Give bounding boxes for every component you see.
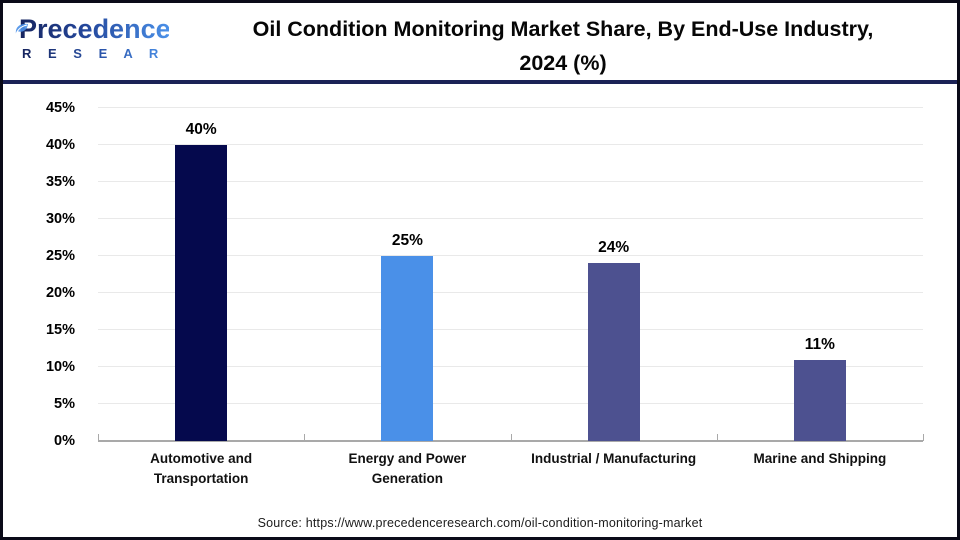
- x-axis-line: [98, 440, 923, 442]
- leaf-icon: [15, 11, 29, 41]
- header: Precedence R E S E A R C H Oil Condition…: [3, 3, 957, 84]
- bar-value-label: 40%: [185, 121, 217, 139]
- bar-slot: 40%: [98, 108, 304, 441]
- y-tick-label: 20%: [45, 285, 75, 302]
- y-tick-label: 5%: [54, 396, 75, 413]
- logo-wordmark-text: Precedence: [19, 14, 171, 44]
- x-axis-tick: [716, 434, 718, 441]
- y-axis-labels: 0% 5% 10% 15% 20% 25% 30% 35% 40% 45%: [3, 100, 87, 449]
- bar-slot: 11%: [717, 108, 923, 441]
- gridline: [98, 292, 923, 294]
- bar-2: [381, 256, 434, 441]
- y-tick-label: 35%: [45, 174, 75, 190]
- y-tick-label: 15%: [45, 322, 75, 339]
- bar-4: [793, 359, 846, 441]
- x-category-label: Marine and Shipping: [753, 451, 887, 466]
- bar-1: [175, 145, 228, 441]
- bar-value-label: 11%: [804, 335, 835, 353]
- bar-slot: 25%: [304, 108, 510, 441]
- chart-title-line1: Oil Condition Monitoring Market Share, B…: [252, 17, 874, 41]
- bar-3: [587, 263, 640, 441]
- gridline: [98, 366, 923, 368]
- logo-wordmark: Precedence: [15, 14, 171, 44]
- gridline: [98, 255, 923, 256]
- x-axis-labels: Automotive and Transportation Energy and …: [98, 449, 923, 489]
- x-category-label: Energy and Power Generation: [348, 451, 467, 486]
- x-axis-tick: [510, 434, 512, 441]
- precedence-research-logo: Precedence R E S E A R C H: [15, 14, 217, 61]
- gridline: [98, 218, 923, 219]
- x-category-label: Industrial / Manufacturing: [531, 451, 697, 466]
- gridline: [98, 329, 923, 330]
- chart-area: 0% 5% 10% 15% 20% 25% 30% 35% 40% 45% 40% 25% 24% 11…: [3, 88, 957, 537]
- gridline: [98, 107, 923, 108]
- gridline: [98, 144, 923, 146]
- bar-slot: 24%: [511, 108, 717, 441]
- bar-value-label: 25%: [391, 232, 423, 249]
- logo-subtitle: R E S E A R C H: [22, 46, 217, 61]
- y-tick-label: 40%: [45, 137, 75, 154]
- x-axis-tick: [98, 434, 99, 441]
- y-tick-label: 25%: [45, 248, 75, 264]
- chart-title-line2: 2024 (%): [519, 51, 607, 75]
- gridline: [98, 181, 923, 182]
- y-tick-label: 0%: [54, 433, 75, 449]
- x-category-label: Automotive and Transportation: [150, 451, 253, 486]
- chart-title: Oil Condition Monitoring Market Share, B…: [175, 12, 951, 80]
- y-tick-label: 10%: [45, 359, 75, 376]
- x-axis-tick: [304, 434, 306, 441]
- bar-value-label: 24%: [598, 239, 630, 257]
- gridline: [98, 403, 923, 405]
- y-tick-label: 30%: [45, 211, 75, 228]
- plot-area: 40% 25% 24% 11%: [98, 107, 924, 442]
- source-note: Source: https://www.precedenceresearch.c…: [257, 516, 703, 530]
- x-axis-tick: [923, 434, 924, 441]
- y-tick-label: 45%: [45, 100, 75, 116]
